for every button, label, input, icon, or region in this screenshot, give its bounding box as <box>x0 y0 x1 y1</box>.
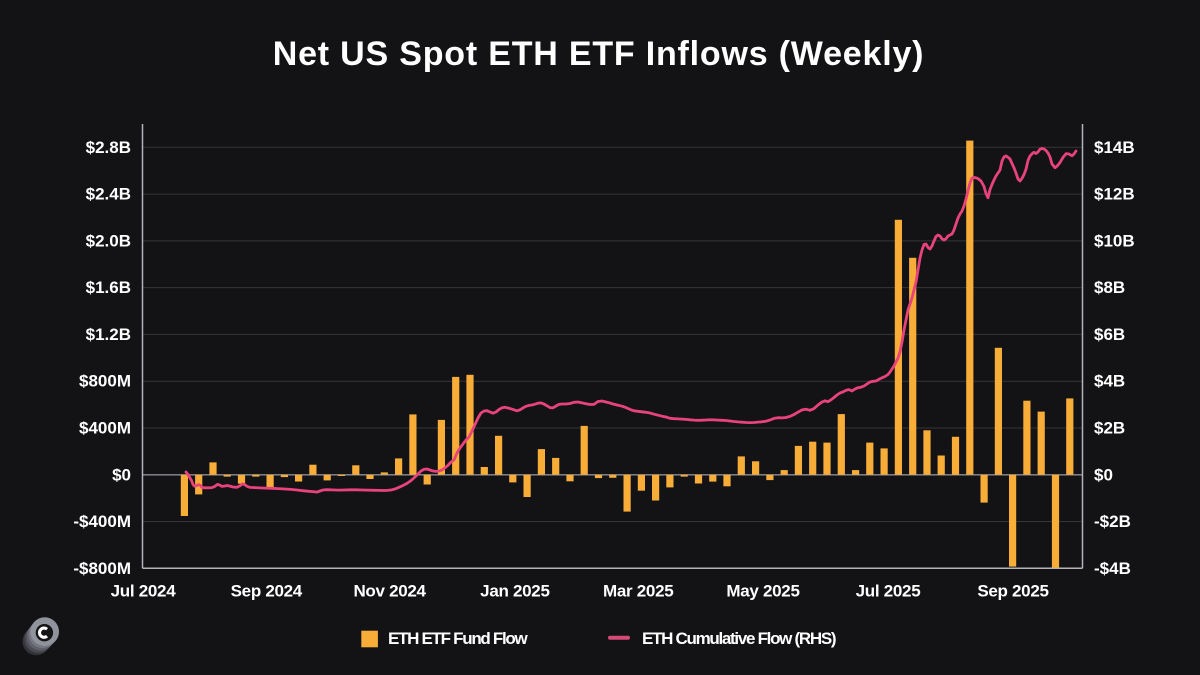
svg-text:$14B: $14B <box>1094 138 1135 157</box>
svg-text:$2.4B: $2.4B <box>86 185 131 204</box>
svg-text:$1.6B: $1.6B <box>86 278 131 297</box>
svg-text:Mar 2025: Mar 2025 <box>603 582 673 601</box>
svg-text:Net US Spot ETH ETF Inflows (W: Net US Spot ETH ETF Inflows (Weekly) <box>273 35 925 73</box>
svg-text:-$800M: -$800M <box>73 559 131 578</box>
svg-text:Sep 2024: Sep 2024 <box>231 582 303 601</box>
svg-text:-$2B: -$2B <box>1094 512 1131 531</box>
svg-text:$400M: $400M <box>79 419 131 438</box>
svg-text:ETH ETF Fund Flow: ETH ETF Fund Flow <box>388 629 529 648</box>
svg-text:$4B: $4B <box>1094 372 1125 391</box>
svg-text:May 2025: May 2025 <box>726 582 799 601</box>
svg-text:$0: $0 <box>1094 465 1113 484</box>
svg-text:Jul 2025: Jul 2025 <box>856 582 921 601</box>
svg-text:$8B: $8B <box>1094 278 1125 297</box>
svg-text:Jul 2024: Jul 2024 <box>111 582 177 601</box>
svg-text:$10B: $10B <box>1094 231 1135 250</box>
svg-text:$0: $0 <box>112 465 131 484</box>
svg-text:$2B: $2B <box>1094 419 1125 438</box>
svg-text:$2.8B: $2.8B <box>86 138 131 157</box>
svg-text:$12B: $12B <box>1094 185 1135 204</box>
svg-text:$1.2B: $1.2B <box>86 325 131 344</box>
svg-text:$800M: $800M <box>79 372 131 391</box>
svg-text:Nov 2024: Nov 2024 <box>353 582 426 601</box>
svg-text:Jan 2025: Jan 2025 <box>480 582 549 601</box>
svg-text:-$4B: -$4B <box>1094 559 1131 578</box>
svg-text:ETH Cumulative Flow (RHS): ETH Cumulative Flow (RHS) <box>642 629 836 648</box>
svg-text:$6B: $6B <box>1094 325 1125 344</box>
svg-text:$2.0B: $2.0B <box>86 231 131 250</box>
svg-text:-$400M: -$400M <box>73 512 131 531</box>
svg-text:Sep 2025: Sep 2025 <box>977 582 1048 601</box>
